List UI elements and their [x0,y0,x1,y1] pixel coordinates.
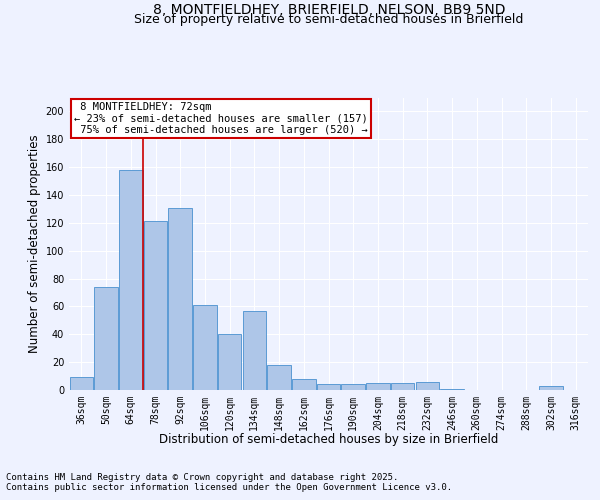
Bar [94,287,118,390]
Y-axis label: Number of semi-detached properties: Number of semi-detached properties [28,134,41,353]
Bar [440,388,464,390]
Text: Size of property relative to semi-detached houses in Brierfield: Size of property relative to semi-detach… [134,13,523,26]
Bar [144,222,167,390]
Bar [119,170,143,390]
Bar [416,382,439,390]
Bar [539,386,563,390]
Bar [169,208,192,390]
Text: Contains public sector information licensed under the Open Government Licence v3: Contains public sector information licen… [6,483,452,492]
Text: 8, MONTFIELDHEY, BRIERFIELD, NELSON, BB9 5ND: 8, MONTFIELDHEY, BRIERFIELD, NELSON, BB9… [152,2,505,16]
Text: Contains HM Land Registry data © Crown copyright and database right 2025.: Contains HM Land Registry data © Crown c… [6,472,398,482]
Bar [341,384,365,390]
Bar [292,379,316,390]
Bar [391,383,415,390]
Bar [218,334,241,390]
Bar [193,305,217,390]
Text: 8 MONTFIELDHEY: 72sqm
← 23% of semi-detached houses are smaller (157)
 75% of se: 8 MONTFIELDHEY: 72sqm ← 23% of semi-deta… [74,102,368,135]
Bar [242,310,266,390]
Bar [268,365,291,390]
Bar [70,378,93,390]
Text: Distribution of semi-detached houses by size in Brierfield: Distribution of semi-detached houses by … [159,432,499,446]
Bar [366,383,389,390]
Bar [317,384,340,390]
